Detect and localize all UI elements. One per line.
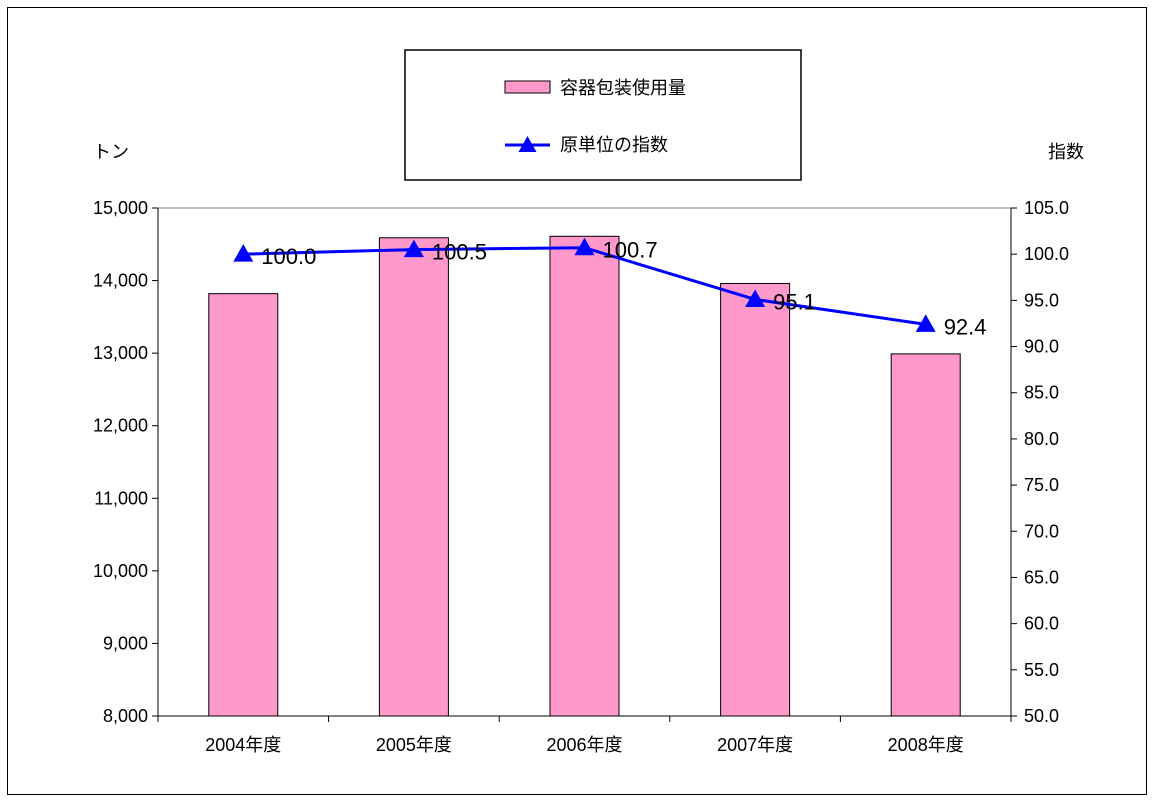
left-tick-label: 12,000 [93, 416, 148, 436]
left-axis-label: トン [93, 142, 129, 162]
right-tick-label: 80.0 [1024, 429, 1059, 449]
index-data-label: 95.1 [773, 289, 816, 314]
right-tick-label: 90.0 [1024, 337, 1059, 357]
bar-2005年度 [378, 237, 449, 717]
chart-frame: 8,000 9,000 10,000 11,000 12,000 13,000 14,000… [7, 7, 1147, 795]
bar-2008年度 [890, 353, 961, 717]
right-tick-label: 65.0 [1024, 567, 1059, 587]
legend-line-label: 原単位の指数 [560, 135, 668, 155]
data-labels: 100.0 100.5 100.7 95.1 92.4 [261, 238, 986, 340]
category-labels: 2004年度 2005年度 2006年度 2007年度 2008年度 [205, 735, 963, 755]
right-tick-label: 60.0 [1024, 614, 1059, 634]
right-tick-label: 85.0 [1024, 383, 1059, 403]
legend-bar-label: 容器包装使用量 [560, 78, 686, 98]
right-axis-label: 指数 [1048, 142, 1084, 162]
left-tick-label: 8,000 [103, 706, 148, 726]
right-tick-label: 95.0 [1024, 290, 1059, 310]
right-axis-ticks: 50.0 55.0 60.0 65.0 70.0 75.0 80.0 85.0 90.0 95.0… [1011, 198, 1069, 726]
left-tick-label: 15,000 [93, 198, 148, 218]
category-label: 2005年度 [376, 735, 452, 755]
triangle-marker-2008年度 [915, 314, 936, 332]
right-tick-label: 55.0 [1024, 660, 1059, 680]
right-tick-label: 100.0 [1024, 244, 1069, 264]
triangle-marker-2005年度 [403, 239, 424, 258]
triangle-marker-2006年度 [574, 237, 595, 256]
left-tick-label: 13,000 [93, 343, 148, 363]
right-tick-label: 50.0 [1024, 706, 1059, 726]
category-label: 2004年度 [205, 735, 281, 755]
triangle-marker-2007年度 [745, 289, 766, 307]
bar-2004年度 [208, 293, 279, 717]
left-axis-ticks: 8,000 9,000 10,000 11,000 12,000 13,000 14,000… [93, 198, 158, 726]
index-data-label: 100.0 [261, 244, 316, 269]
triangle-marker-2004年度 [233, 244, 254, 262]
legend: 容器包装使用量 原単位の指数 [404, 49, 802, 181]
axes [157, 208, 1012, 722]
right-tick-label: 70.0 [1024, 521, 1059, 541]
bar-2007年度 [720, 282, 791, 717]
index-data-label: 100.7 [603, 238, 658, 263]
bar-2006年度 [549, 235, 620, 717]
bar-series [208, 235, 961, 717]
left-tick-label: 10,000 [93, 561, 148, 581]
left-tick-label: 11,000 [94, 488, 148, 508]
index-data-label: 92.4 [944, 314, 987, 339]
index-data-label: 100.5 [432, 240, 487, 265]
right-tick-label: 75.0 [1024, 475, 1059, 495]
left-tick-label: 14,000 [93, 271, 148, 291]
legend-triangle-marker [518, 136, 537, 152]
left-tick-label: 9,000 [103, 633, 148, 653]
category-label: 2008年度 [888, 735, 964, 755]
chart: 8,000 9,000 10,000 11,000 12,000 13,000 14,000… [93, 49, 1084, 755]
category-label: 2006年度 [546, 735, 622, 755]
legend-bar-swatch [504, 80, 551, 94]
line-series [233, 237, 936, 332]
category-label: 2007年度 [717, 735, 793, 755]
right-tick-label: 105.0 [1024, 198, 1069, 218]
